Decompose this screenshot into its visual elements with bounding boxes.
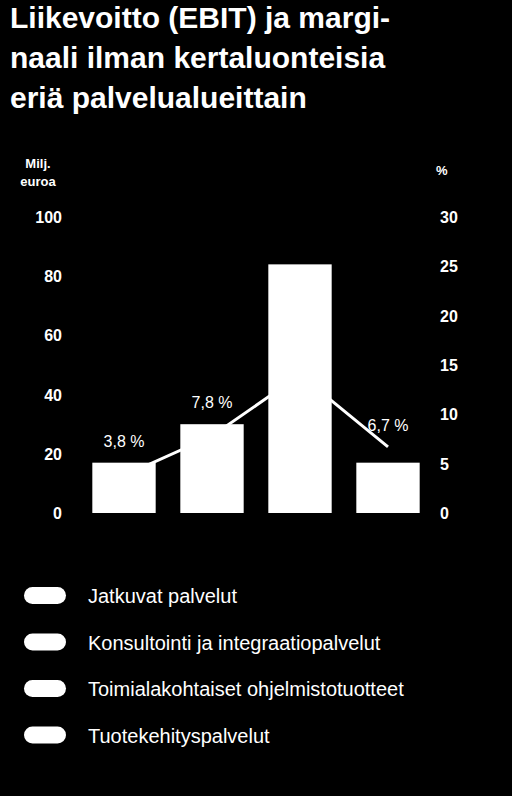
margin-line xyxy=(124,375,388,476)
y-tick-label: 80 xyxy=(44,268,62,285)
y2-axis-label: % xyxy=(436,163,448,178)
y2-tick-label: 15 xyxy=(440,357,458,374)
title-line: eriä palvelualueittain xyxy=(10,81,307,114)
background xyxy=(0,0,512,796)
data-label: 3,8 % xyxy=(104,433,145,450)
bar xyxy=(268,264,331,513)
y2-tick-label: 25 xyxy=(440,258,458,275)
legend-swatch xyxy=(24,727,66,744)
y2-tick-label: 30 xyxy=(440,209,458,226)
y-tick-label: 0 xyxy=(53,505,62,522)
title-line: Liikevoitto (EBIT) ja margi- xyxy=(10,1,390,34)
legend-label: Jatkuvat palvelut xyxy=(88,585,237,607)
legend-swatch xyxy=(24,634,66,651)
chart: Liikevoitto (EBIT) ja margi-naali ilman … xyxy=(0,0,512,796)
legend-swatch xyxy=(24,680,66,697)
y-tick-label: 20 xyxy=(44,446,62,463)
plot-area xyxy=(92,264,419,513)
title: Liikevoitto (EBIT) ja margi-naali ilman … xyxy=(10,1,390,114)
y-tick-label: 60 xyxy=(44,327,62,344)
y2-tick-label: 5 xyxy=(440,456,449,473)
y-axis-label: Milj. euroa xyxy=(20,156,56,189)
y2-tick-label: 10 xyxy=(440,406,458,423)
y2-tick-label: 0 xyxy=(440,505,449,522)
legend-label: Konsultointi ja integraatiopalvelut xyxy=(88,632,381,654)
data-label: 7,8 % xyxy=(192,394,233,411)
bar xyxy=(180,424,243,513)
y-axis-label-line: Milj. xyxy=(25,156,50,171)
data-label: 6,7 % xyxy=(368,417,409,434)
y-axis-label-line: euroa xyxy=(20,174,56,189)
title-line: naali ilman kertaluonteisia xyxy=(10,41,385,74)
legend-label: Tuotekehityspalvelut xyxy=(88,725,270,747)
y2-tick-label: 20 xyxy=(440,308,458,325)
legend-swatch xyxy=(24,587,66,604)
y-tick-label: 100 xyxy=(35,209,62,226)
bar xyxy=(356,463,419,513)
bar xyxy=(92,463,155,513)
y-tick-label: 40 xyxy=(44,387,62,404)
legend-label: Toimialakohtaiset ohjelmistotuotteet xyxy=(88,678,404,700)
